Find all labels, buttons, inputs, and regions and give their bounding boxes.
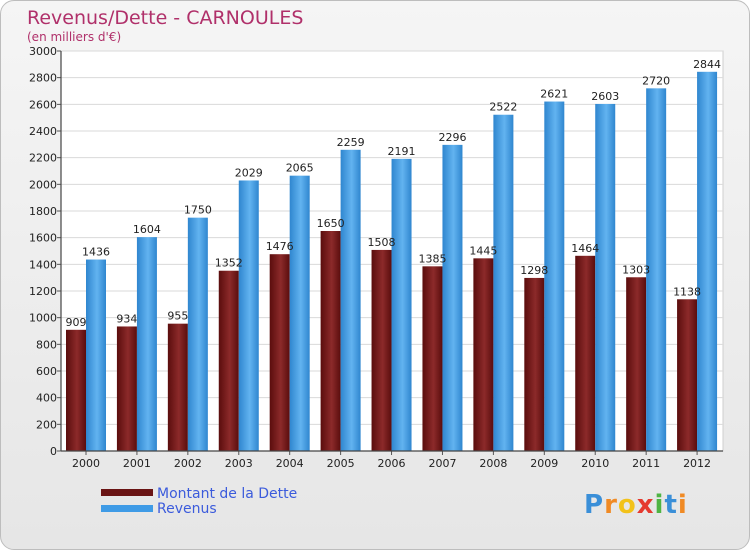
bar-revenus	[187, 217, 208, 451]
bar-revenus	[493, 114, 514, 451]
data-label-revenus: 2029	[235, 166, 263, 179]
bar-dette	[524, 277, 545, 451]
legend-swatch-revenus	[101, 505, 153, 512]
y-tick-label: 400	[36, 392, 57, 405]
x-tick-label: 2004	[276, 457, 304, 470]
data-label-revenus: 2296	[438, 131, 466, 144]
bar-revenus	[136, 237, 157, 451]
logo-letter: o	[617, 490, 637, 520]
data-label-dette: 1138	[673, 285, 701, 298]
bar-dette	[575, 255, 596, 451]
data-label-revenus: 2191	[388, 145, 416, 158]
data-label-dette: 1352	[215, 257, 243, 270]
data-label-revenus: 1750	[184, 204, 212, 217]
chart-subtitle: (en milliers d'€)	[27, 30, 122, 44]
data-label-revenus: 2844	[693, 58, 721, 71]
data-label-revenus: 2603	[591, 90, 619, 103]
bar-dette	[320, 231, 341, 451]
y-tick-label: 200	[36, 418, 57, 431]
bar-revenus	[442, 144, 463, 451]
legend-label-debt: Montant de la Dette	[157, 486, 298, 502]
bar-dette	[269, 254, 290, 451]
y-tick-label: 1200	[29, 285, 57, 298]
y-tick-label: 2400	[29, 125, 57, 138]
x-tick-label: 2010	[581, 457, 609, 470]
bar-dette	[626, 277, 647, 451]
data-label-revenus: 2720	[642, 74, 670, 87]
y-tick-label: 1400	[29, 258, 57, 271]
data-label-dette: 1298	[520, 264, 548, 277]
bar-dette	[116, 326, 137, 451]
data-label-dette: 955	[167, 310, 188, 323]
legend-label-revenus: Revenus	[157, 501, 217, 517]
data-label-dette: 1385	[418, 252, 446, 265]
bar-revenus	[646, 88, 667, 451]
bar-revenus	[238, 180, 259, 451]
bar-revenus	[86, 259, 106, 451]
logo-letter: r	[604, 490, 618, 520]
logo-letter: i	[677, 490, 688, 520]
data-label-dette: 909	[66, 316, 87, 329]
x-tick-label: 2006	[378, 457, 406, 470]
data-label-revenus: 2522	[489, 101, 517, 114]
bar-revenus	[289, 175, 310, 451]
bar-dette	[66, 329, 86, 451]
data-label-revenus: 1604	[133, 223, 161, 236]
bar-revenus	[697, 71, 718, 452]
y-tick-label: 0	[50, 445, 57, 458]
y-tick-label: 3000	[29, 45, 57, 58]
bar-dette	[422, 266, 443, 451]
data-label-revenus: 2259	[337, 136, 365, 149]
x-tick-label: 2005	[327, 457, 355, 470]
data-label-revenus: 2621	[540, 88, 568, 101]
y-tick-label: 600	[36, 365, 57, 378]
y-tick-label: 2200	[29, 152, 57, 165]
data-label-revenus: 1436	[82, 246, 110, 259]
x-tick-label: 2002	[174, 457, 202, 470]
x-tick-label: 2009	[530, 457, 558, 470]
chart-title: Revenus/Dette - CARNOULES	[27, 7, 304, 29]
bar-revenus	[595, 103, 616, 451]
proxiti-logo: Proxiti	[584, 490, 688, 520]
y-tick-label: 1800	[29, 205, 57, 218]
logo-letter: i	[654, 490, 665, 520]
y-tick-label: 2000	[29, 178, 57, 191]
bar-revenus	[391, 158, 412, 451]
x-tick-label: 2003	[225, 457, 253, 470]
data-label-dette: 1508	[368, 236, 396, 249]
data-label-dette: 1464	[571, 242, 599, 255]
x-tick-label: 2001	[123, 457, 151, 470]
bar-revenus	[544, 101, 565, 452]
data-label-revenus: 2065	[286, 162, 314, 175]
logo-letter: P	[584, 490, 605, 520]
x-tick-label: 2011	[632, 457, 660, 470]
data-label-dette: 1476	[266, 240, 294, 253]
bar-dette	[218, 270, 239, 451]
legend-swatch-debt	[101, 489, 153, 496]
data-label-dette: 1303	[622, 263, 650, 276]
logo-letter: t	[664, 490, 678, 520]
bar-dette	[473, 258, 494, 451]
bar-dette	[167, 323, 188, 451]
y-tick-label: 2600	[29, 98, 57, 111]
x-tick-label: 2012	[683, 457, 711, 470]
y-tick-label: 1000	[29, 312, 57, 325]
logo-letter: x	[636, 490, 655, 520]
data-label-dette: 1445	[469, 244, 497, 257]
data-label-dette: 934	[116, 312, 137, 325]
bar-dette	[371, 249, 392, 451]
y-tick-label: 1600	[29, 232, 57, 245]
x-tick-label: 2008	[479, 457, 507, 470]
x-tick-label: 2007	[428, 457, 456, 470]
y-tick-label: 800	[36, 338, 57, 351]
data-label-dette: 1650	[317, 217, 345, 230]
x-tick-label: 2000	[72, 457, 100, 470]
y-tick-label: 2800	[29, 72, 57, 85]
bar-revenus	[340, 149, 361, 452]
bar-dette	[677, 299, 698, 451]
